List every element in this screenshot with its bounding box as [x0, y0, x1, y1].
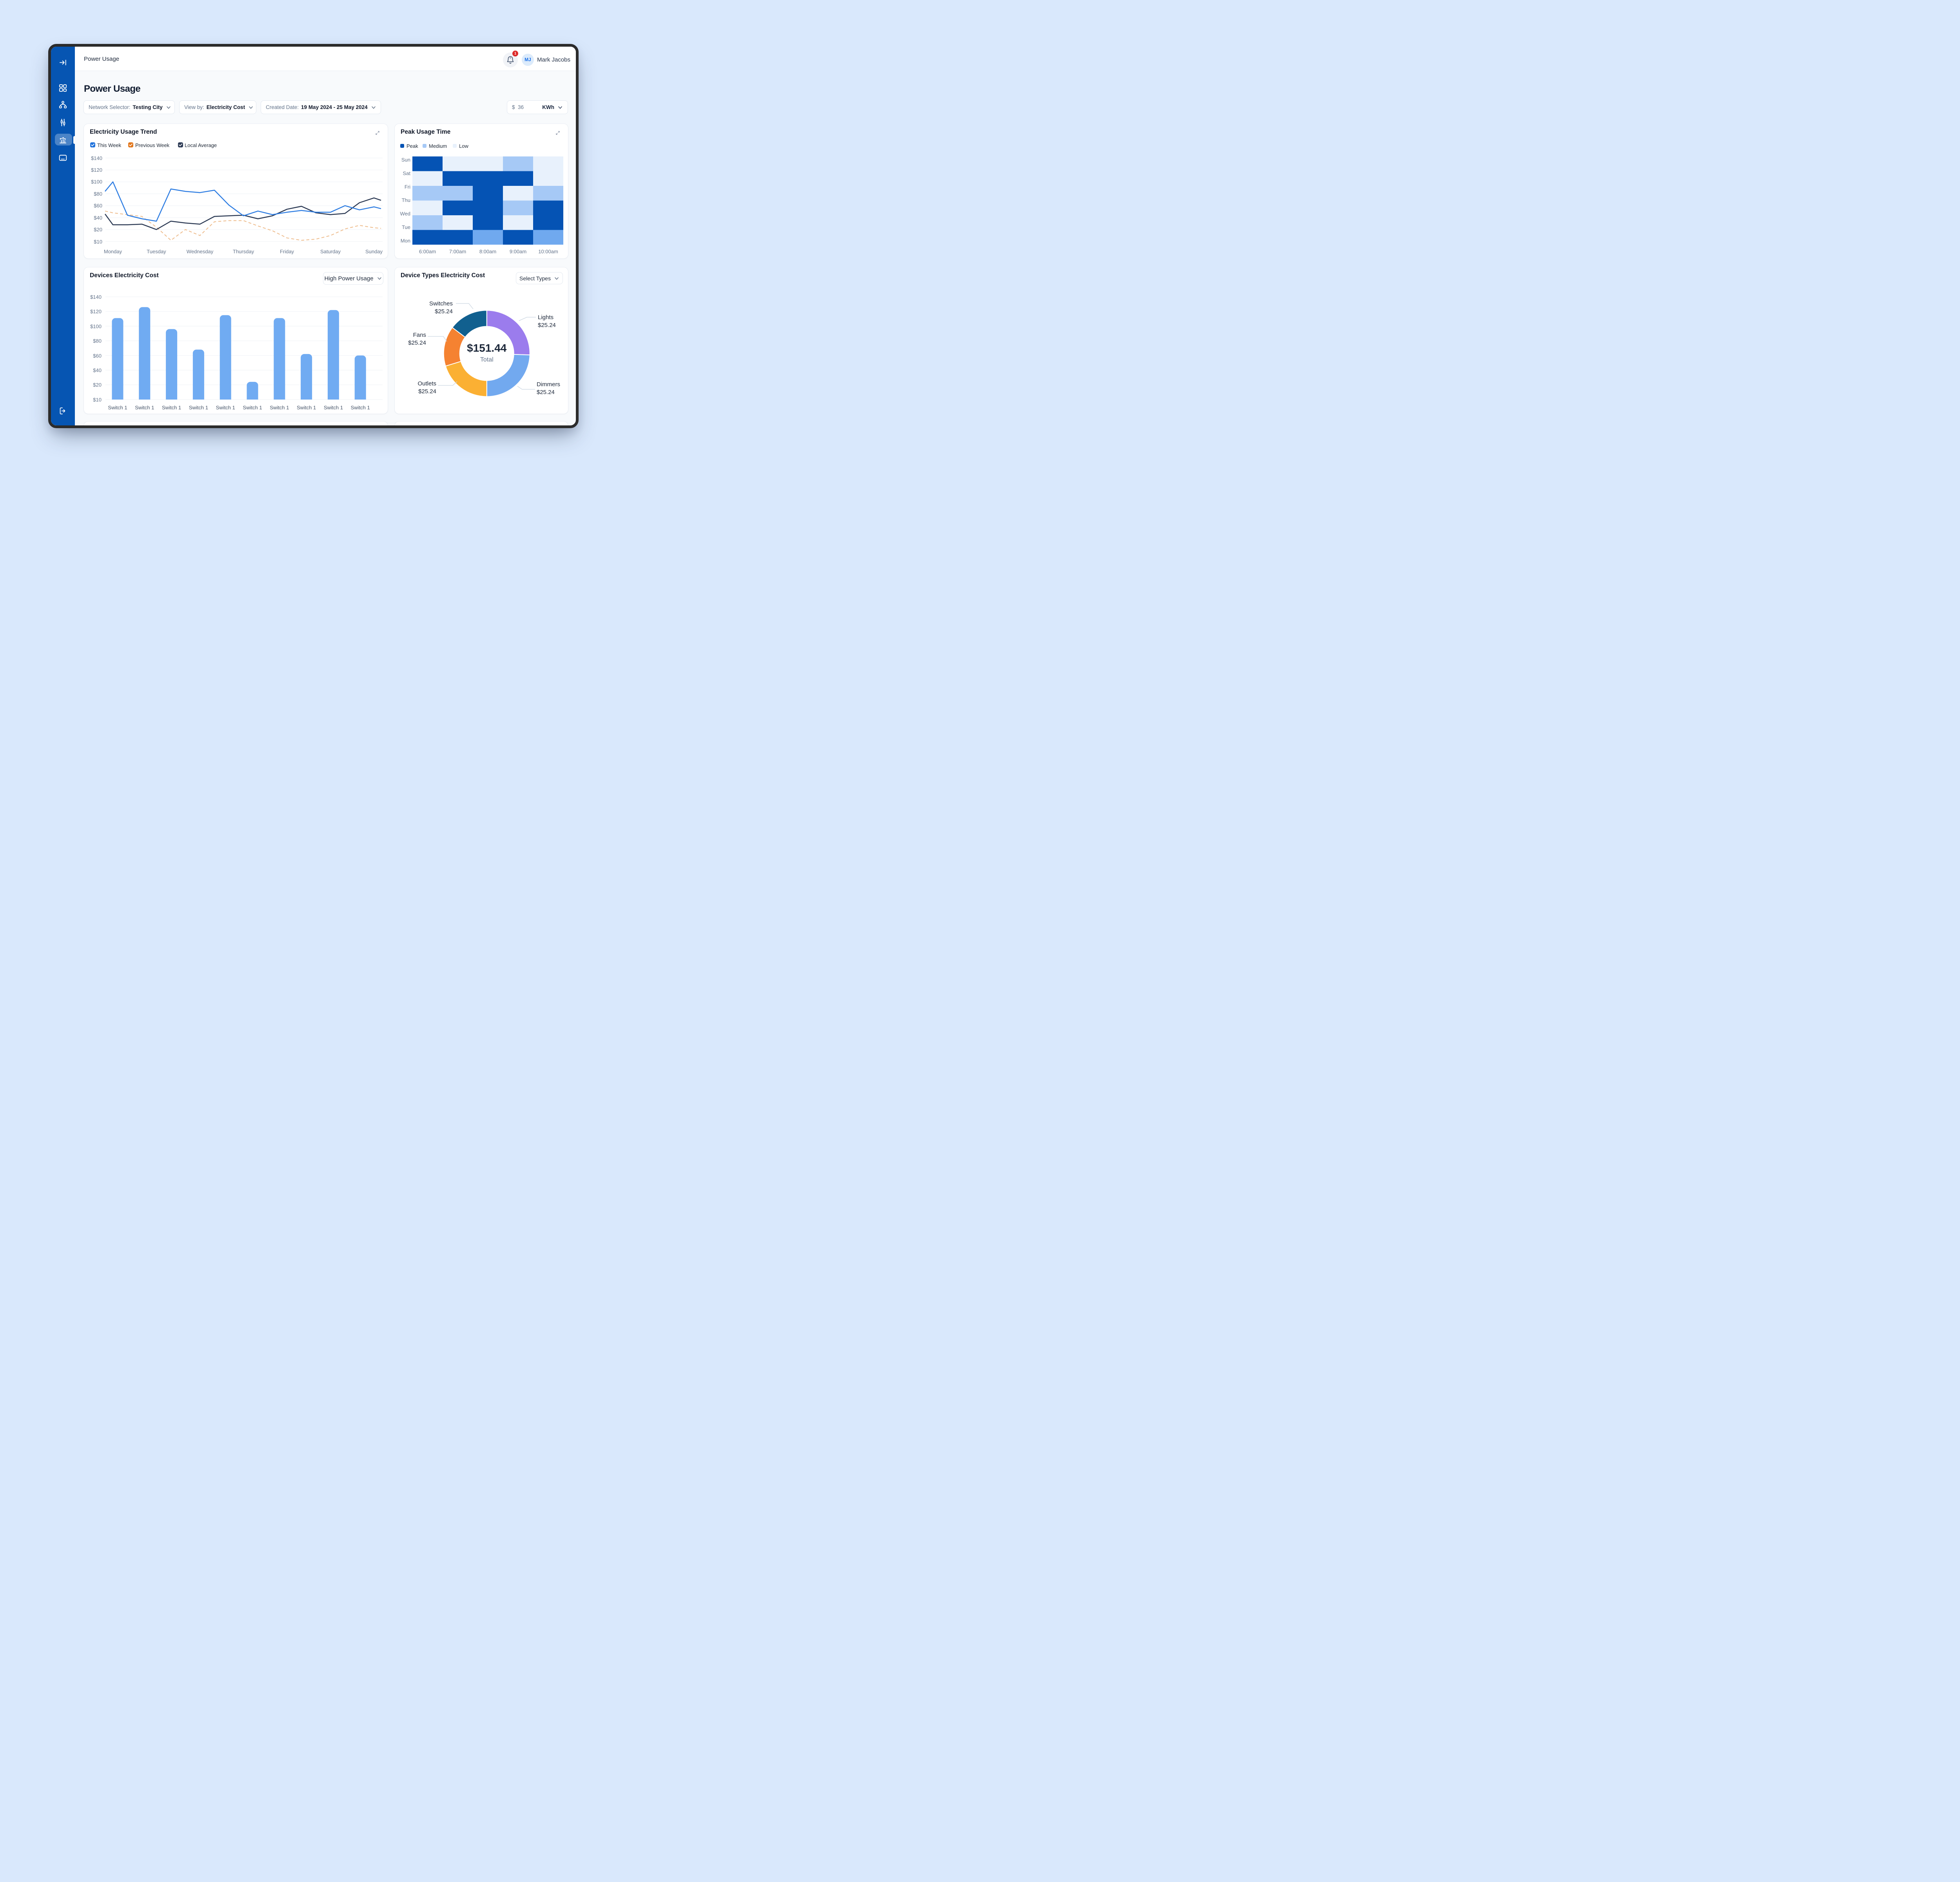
svg-text:8:00am: 8:00am [479, 249, 496, 254]
svg-text:Low: Low [459, 143, 468, 149]
svg-text:Switch 1: Switch 1 [135, 405, 154, 411]
svg-text:Sun: Sun [401, 157, 410, 163]
svg-text:$25.24: $25.24 [418, 388, 436, 395]
svg-text:Medium: Medium [429, 143, 447, 149]
svg-text:Switch 1: Switch 1 [216, 405, 235, 411]
svg-text:Switch 1: Switch 1 [351, 405, 370, 411]
svg-text:Fans: Fans [413, 332, 426, 338]
svg-text:Wednesday: Wednesday [187, 249, 214, 254]
svg-text:Wed: Wed [400, 211, 411, 217]
svg-text:$80: $80 [94, 191, 102, 197]
svg-text:Sunday: Sunday [365, 249, 383, 254]
svg-text:Tuesday: Tuesday [147, 249, 166, 254]
svg-text:Previous Week: Previous Week [135, 142, 170, 148]
svg-text:$100: $100 [91, 179, 102, 185]
svg-text:Dimmers: Dimmers [537, 381, 560, 388]
svg-text:$10: $10 [93, 397, 102, 403]
svg-text:Switch 1: Switch 1 [270, 405, 289, 411]
svg-text:Thu: Thu [402, 197, 410, 203]
svg-text:This Week: This Week [97, 142, 122, 148]
svg-text:Friday: Friday [280, 249, 294, 254]
svg-text:Switch 1: Switch 1 [189, 405, 208, 411]
svg-text:$140: $140 [91, 155, 102, 161]
svg-text:$40: $40 [93, 367, 102, 373]
svg-text:$60: $60 [93, 353, 102, 359]
svg-text:$20: $20 [94, 227, 102, 233]
svg-text:$40: $40 [94, 215, 102, 221]
svg-text:$10: $10 [94, 239, 102, 245]
svg-text:9:00am: 9:00am [510, 249, 526, 254]
svg-text:10:00am: 10:00am [538, 249, 558, 254]
svg-text:$140: $140 [90, 294, 102, 300]
svg-text:Sat: Sat [403, 170, 410, 176]
svg-text:Lights: Lights [538, 314, 554, 321]
svg-text:$25.24: $25.24 [538, 322, 556, 329]
svg-text:Peak: Peak [407, 143, 418, 149]
svg-text:$20: $20 [93, 382, 102, 388]
svg-text:$25.24: $25.24 [537, 389, 555, 396]
svg-text:$120: $120 [90, 309, 102, 314]
svg-text:7:00am: 7:00am [449, 249, 466, 254]
svg-text:$80: $80 [93, 338, 102, 344]
svg-text:Tue: Tue [402, 224, 410, 230]
svg-text:Thursday: Thursday [233, 249, 254, 254]
svg-text:Outlets: Outlets [417, 380, 436, 387]
svg-text:$100: $100 [90, 323, 102, 329]
svg-text:Monday: Monday [104, 249, 122, 254]
svg-text:$120: $120 [91, 167, 102, 173]
svg-text:$151.44: $151.44 [467, 342, 507, 354]
svg-text:Saturday: Saturday [320, 249, 341, 254]
svg-text:Switch 1: Switch 1 [324, 405, 343, 411]
svg-text:6:00am: 6:00am [419, 249, 436, 254]
svg-text:Total: Total [480, 356, 494, 363]
svg-text:$25.24: $25.24 [435, 308, 453, 315]
svg-text:Switch 1: Switch 1 [162, 405, 181, 411]
svg-text:$60: $60 [94, 203, 102, 209]
svg-text:Mon: Mon [401, 238, 410, 243]
svg-text:Switch 1: Switch 1 [108, 405, 127, 411]
svg-text:Switch 1: Switch 1 [243, 405, 262, 411]
svg-text:Switches: Switches [429, 300, 453, 307]
svg-text:Switch 1: Switch 1 [297, 405, 316, 411]
svg-text:$25.24: $25.24 [408, 340, 426, 346]
svg-text:Fri: Fri [405, 184, 410, 190]
svg-text:Local Average: Local Average [185, 142, 217, 148]
